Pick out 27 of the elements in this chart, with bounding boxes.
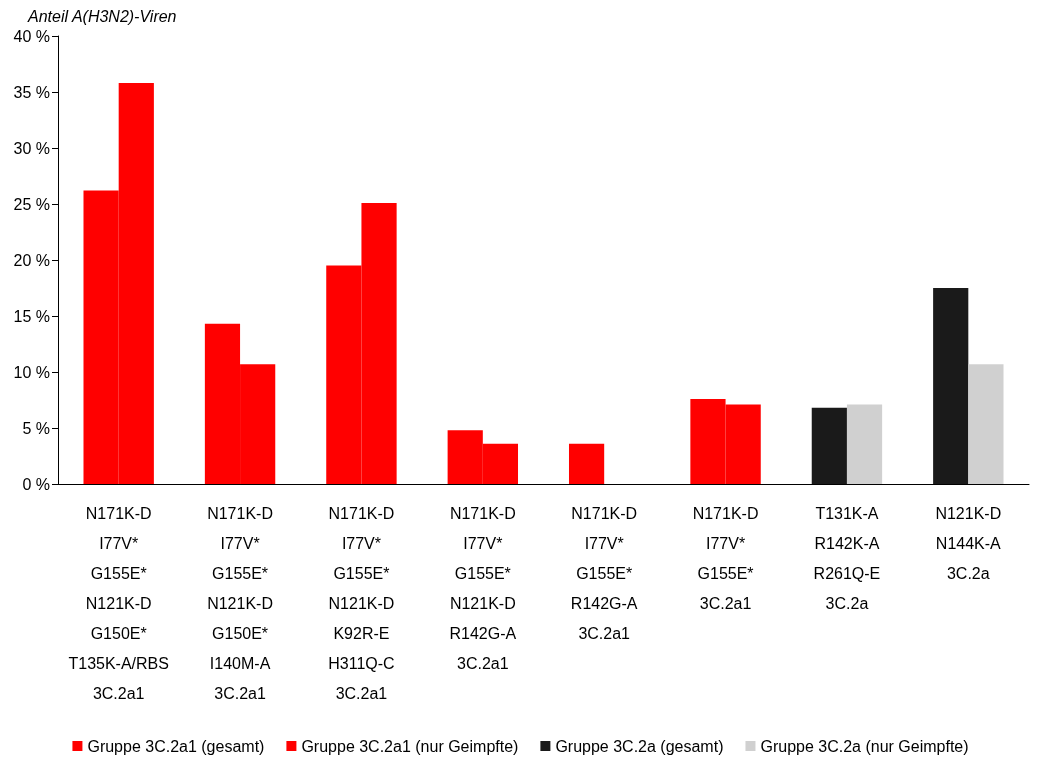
y-tick-label: 10 % bbox=[13, 363, 50, 381]
y-tick-label: 30 % bbox=[13, 139, 50, 157]
bar bbox=[846, 404, 883, 484]
bar bbox=[968, 364, 1004, 484]
legend-label: Gruppe 3C.2a1 (gesamt) bbox=[87, 737, 265, 755]
bar bbox=[568, 443, 605, 484]
bar bbox=[811, 407, 847, 484]
y-tick-label: 5 % bbox=[22, 419, 50, 437]
x-tick-label: N171K-D I77V* G155E* R142G-A 3C.2a1 bbox=[570, 504, 638, 642]
x-tick-label: N121K-D N144K-A 3C.2a bbox=[935, 504, 1002, 582]
y-tick-label: 40 % bbox=[13, 27, 50, 45]
x-tick-label: N171K-D I77V* G155E* N121K-D R142G-A 3C.2a1 bbox=[449, 504, 517, 672]
y-tick-label: 35 % bbox=[13, 83, 50, 101]
x-tick-label: T131K-A R142K-A R261Q-E 3C.2a bbox=[813, 504, 881, 612]
x-tick-label: N171K-D I77V* G155E* N121K-D G150E* T135K-A/RBS 3C.2a1 bbox=[68, 504, 169, 702]
legend-label: Gruppe 3C.2a (gesamt) bbox=[555, 737, 724, 755]
y-axis-title: Anteil A(H3N2)-Viren bbox=[27, 7, 177, 25]
y-tick-label: 25 % bbox=[13, 195, 50, 213]
legend-label: Gruppe 3C.2a (nur Geimpfte) bbox=[760, 737, 969, 755]
y-tick-label: 15 % bbox=[13, 307, 50, 325]
x-tick-label: N171K-D I77V* G155E* 3C.2a1 bbox=[692, 504, 759, 612]
x-tick-label: N171K-D I77V* G155E* N121K-D G150E* I140M-A 3C.2a1 bbox=[207, 504, 273, 702]
bar bbox=[933, 288, 969, 484]
y-tick-label: 20 % bbox=[13, 251, 50, 269]
y-tick-label: 0 % bbox=[22, 475, 50, 493]
x-tick-label: N171K-D I77V* G155E* N121K-D K92R-E H311Q-C 3C.2a1 bbox=[328, 504, 395, 702]
legend-label: Gruppe 3C.2a1 (nur Geimpfte) bbox=[301, 737, 519, 755]
